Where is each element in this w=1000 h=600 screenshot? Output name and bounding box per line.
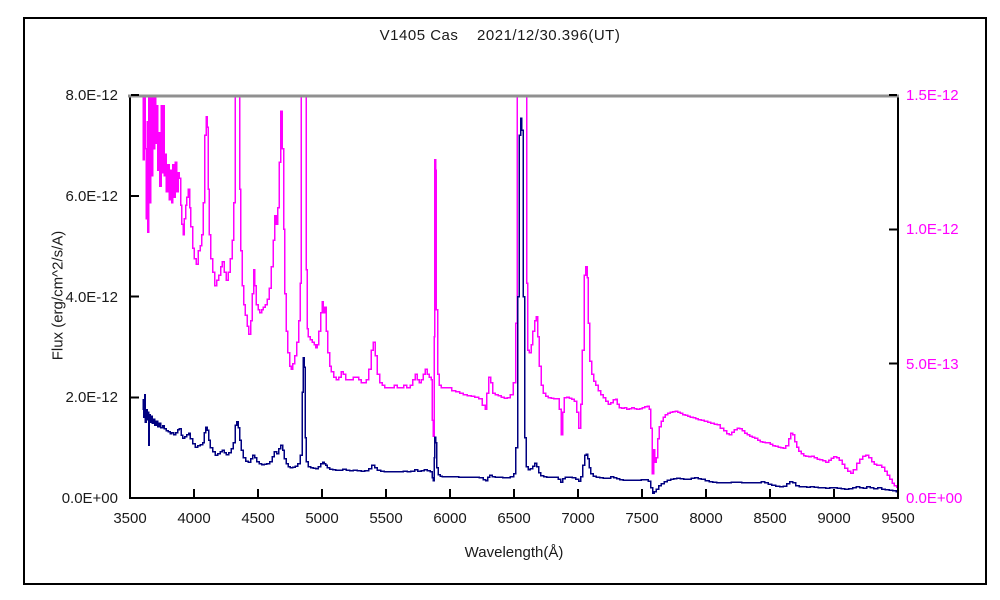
x-tick-label: 5500 bbox=[369, 510, 403, 527]
y-right-tick-label: 1.0E-12 bbox=[906, 221, 959, 239]
x-tick-label: 8000 bbox=[689, 510, 723, 527]
y-left-tick-label: 0.0E+00 bbox=[61, 490, 118, 507]
y-left-tick-label: 4.0E-12 bbox=[65, 288, 118, 306]
y-right-tick-label: 1.5E-12 bbox=[906, 87, 959, 104]
x-tick-label: 7500 bbox=[625, 510, 659, 527]
x-tick-label: 7000 bbox=[561, 510, 595, 527]
x-tick-label: 9000 bbox=[817, 510, 851, 527]
spectrum-left-scale-line bbox=[142, 117, 897, 494]
x-tick-label: 4500 bbox=[241, 510, 275, 527]
chart-title: V1405 Cas 2021/12/30.396(UT) bbox=[379, 27, 621, 44]
x-tick-label: 5000 bbox=[305, 510, 339, 527]
x-tick-label: 9500 bbox=[881, 510, 915, 527]
x-tick-label: 6500 bbox=[497, 510, 531, 527]
spectrum-right-scale-line bbox=[142, 97, 897, 488]
y-left-tick-label: 8.0E-12 bbox=[65, 87, 118, 104]
x-tick-label: 4000 bbox=[177, 510, 211, 527]
y-right-tick-label: 0.0E+00 bbox=[906, 490, 963, 507]
x-tick-label: 8500 bbox=[753, 510, 787, 527]
y-right-tick-label: 5.0E-13 bbox=[906, 355, 959, 373]
figure-border bbox=[23, 17, 987, 585]
x-tick-label: 3500 bbox=[113, 510, 147, 527]
x-axis-label: Wavelength(Å) bbox=[464, 544, 564, 561]
x-tick-label: 6000 bbox=[433, 510, 467, 527]
y-left-tick-label: 2.0E-12 bbox=[65, 389, 118, 407]
y-left-tick-label: 6.0E-12 bbox=[65, 187, 118, 205]
